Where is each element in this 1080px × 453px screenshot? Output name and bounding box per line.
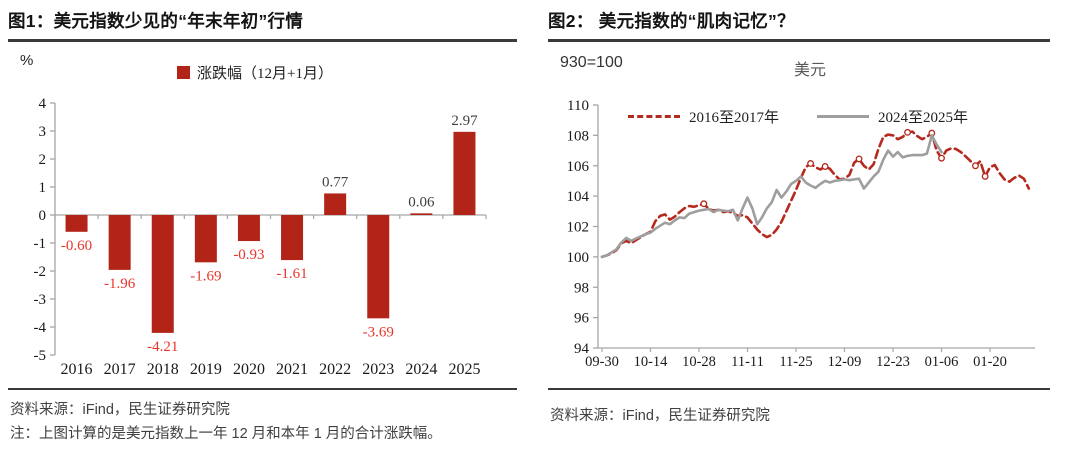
svg-text:4: 4 (39, 96, 47, 112)
bar-legend-label: 涨跌幅（12月+1月） (197, 66, 333, 82)
svg-text:-1.61: -1.61 (276, 266, 307, 282)
svg-text:2.97: 2.97 (451, 113, 478, 129)
svg-text:1: 1 (39, 180, 47, 196)
svg-text:-1: -1 (34, 236, 47, 252)
figure1-source: 资料来源：iFind，民生证券研究院 (10, 402, 230, 418)
svg-text:2020: 2020 (233, 361, 265, 378)
legend-label-2024-2025: 2024至2025年 (878, 110, 969, 126)
svg-text:-1.96: -1.96 (104, 276, 136, 292)
svg-text:96: 96 (574, 311, 590, 327)
svg-text:12-09: 12-09 (828, 354, 862, 370)
figure1-footer-divider (8, 388, 517, 390)
svg-text:2021: 2021 (276, 361, 308, 378)
svg-text:110: 110 (567, 98, 589, 114)
svg-text:94: 94 (574, 341, 590, 357)
svg-text:-3: -3 (34, 292, 47, 308)
svg-text:2: 2 (39, 152, 47, 168)
svg-text:2019: 2019 (190, 361, 222, 378)
legend-item-2024-2025: 2024至2025年 (817, 106, 968, 127)
svg-text:2024: 2024 (405, 361, 437, 378)
svg-text:-3.69: -3.69 (363, 324, 394, 340)
svg-text:11-11: 11-11 (731, 354, 764, 370)
figure2-footer-divider (548, 388, 1050, 390)
svg-text:104: 104 (567, 189, 590, 205)
figure2-index-base-label: 930=100 (560, 54, 623, 71)
svg-text:0.06: 0.06 (408, 194, 435, 210)
svg-text:01-06: 01-06 (925, 354, 959, 370)
bar-legend-swatch (177, 66, 191, 79)
svg-text:-1.69: -1.69 (190, 268, 221, 284)
svg-text:-5: -5 (34, 348, 47, 364)
svg-text:-0.93: -0.93 (233, 247, 264, 263)
svg-text:98: 98 (574, 280, 589, 296)
solid-line-sample (817, 115, 870, 118)
figure1-title: 图1：美元指数少见的“年末年初”行情 (8, 8, 517, 42)
legend-item-2016-2017: 2016至2017年 (628, 106, 779, 127)
figure2-title: 图2： 美元指数的“肌肉记忆”？ (548, 8, 1050, 42)
svg-text:11-25: 11-25 (779, 354, 812, 370)
svg-text:0: 0 (39, 208, 47, 224)
bar-chart: -5 -4 -3 -2 -1 0 1 2 3 4 -0.60 2016 -1.96 2017 -4.21 20… (34, 96, 487, 378)
svg-text:2022: 2022 (319, 361, 351, 378)
svg-text:2023: 2023 (362, 361, 394, 378)
svg-text:2017: 2017 (104, 361, 136, 378)
svg-text:3: 3 (39, 124, 47, 140)
svg-text:-4.21: -4.21 (147, 339, 178, 355)
svg-text:2018: 2018 (147, 361, 179, 378)
svg-text:12-23: 12-23 (876, 354, 910, 370)
figure2-chart-title: 美元 (793, 62, 826, 79)
svg-text:10-14: 10-14 (634, 354, 669, 370)
figure1-note: 注：上图计算的是美元指数上一年 12 月和本年 1 月的合计涨跌幅。 (10, 426, 442, 442)
svg-text:-2: -2 (34, 264, 47, 280)
svg-text:10-28: 10-28 (682, 354, 716, 370)
svg-text:-4: -4 (34, 320, 47, 336)
svg-text:100: 100 (567, 250, 590, 266)
svg-text:108: 108 (567, 128, 590, 144)
svg-text:-0.60: -0.60 (61, 238, 92, 254)
svg-text:01-20: 01-20 (973, 354, 1007, 370)
figure2-legend: 2016至2017年 2024至2025年 (628, 106, 968, 127)
figure1-y-unit-label: % (20, 52, 34, 69)
line-chart: 94 96 98 100 102 104 106 108 110 09-30 10-14 10-28 1… (567, 98, 1035, 370)
figure2-source: 资料来源：iFind，民生证券研究院 (550, 408, 770, 424)
svg-text:09-30: 09-30 (585, 354, 619, 370)
svg-text:2016: 2016 (61, 361, 93, 378)
svg-text:2025: 2025 (448, 361, 480, 378)
legend-label-2016-2017: 2016至2017年 (689, 110, 780, 126)
svg-text:102: 102 (567, 220, 590, 236)
figure1-panel: 图1：美元指数少见的“年末年初”行情 % 涨跌幅（12月+1月） -5 -4 -3-… (0, 8, 517, 442)
figure2-panel: 图2： 美元指数的“肌肉记忆”？ 930=100 美元 94 96 98 100 102… (540, 0, 1080, 453)
svg-text:106: 106 (567, 159, 590, 175)
dashed-line-sample (628, 115, 680, 118)
figure1-legend: 涨跌幅（12月+1月） (0, 62, 510, 83)
svg-text:0.77: 0.77 (322, 174, 349, 190)
